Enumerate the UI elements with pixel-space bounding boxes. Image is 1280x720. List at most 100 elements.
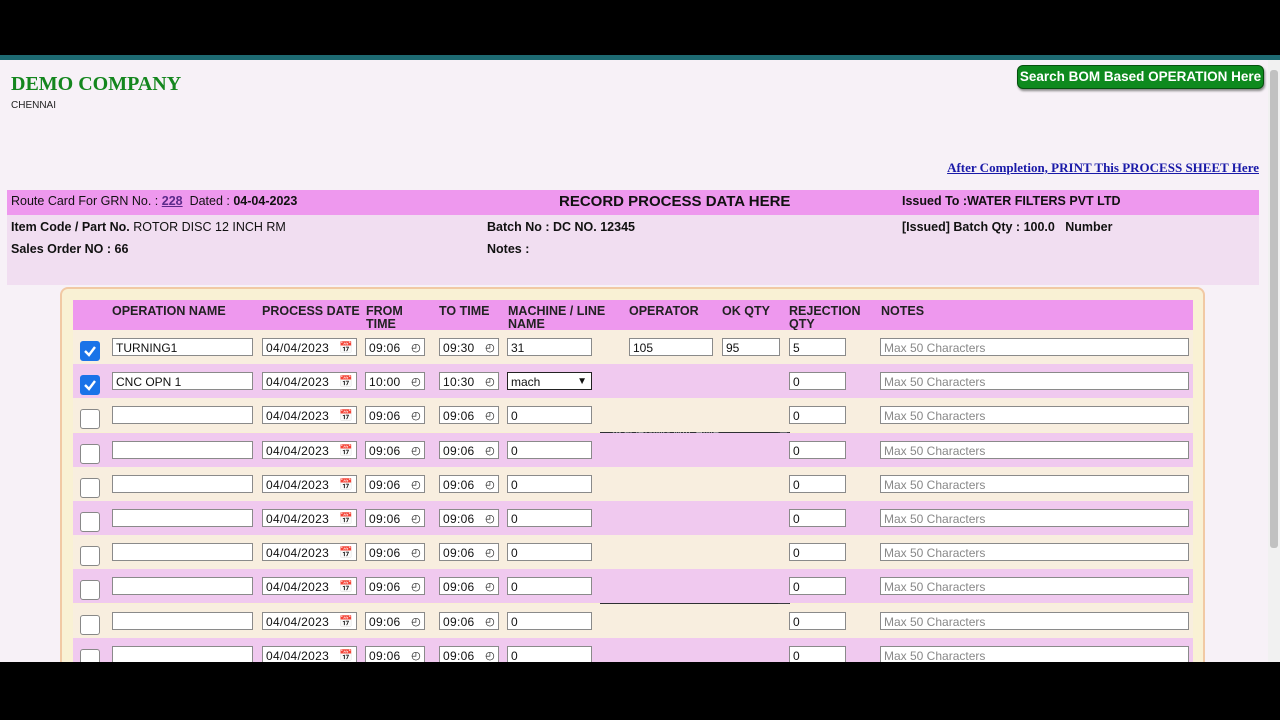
- notes-input[interactable]: Max 50 Characters: [880, 611, 1189, 630]
- row-checkbox[interactable]: [80, 546, 100, 567]
- from-time-input[interactable]: 09:06 ◴: [365, 338, 425, 356]
- to-time-input[interactable]: 09:30 ◴: [439, 338, 499, 356]
- notes-input[interactable]: Max 50 Characters: [880, 474, 1189, 493]
- to-time-input[interactable]: 09:06 ◴: [439, 611, 499, 630]
- date-input[interactable]: 04/04/2023 📅: [262, 372, 357, 391]
- from-time-input[interactable]: 09:06 ◴: [365, 611, 425, 630]
- notes-input[interactable]: Max 50 Characters: [880, 372, 1189, 391]
- rejection-input[interactable]: 0: [789, 440, 846, 459]
- operation-name-input[interactable]: [112, 440, 253, 459]
- notes-input[interactable]: Max 50 Characters: [880, 338, 1189, 356]
- date-input[interactable]: 04/04/2023 📅: [262, 645, 357, 662]
- operation-name-input[interactable]: [112, 543, 253, 562]
- machine-input[interactable]: mach ▼: [507, 372, 592, 391]
- row-checkbox[interactable]: [80, 614, 100, 635]
- date-input[interactable]: 04/04/2023 📅: [262, 338, 357, 356]
- operation-name-input[interactable]: [112, 406, 253, 425]
- to-time-input[interactable]: 09:06 ◴: [439, 406, 499, 425]
- from-time-input[interactable]: 09:06 ◴: [365, 645, 425, 662]
- to-time-input[interactable]: 09:06 ◴: [439, 577, 499, 596]
- to-time-input[interactable]: 09:06 ◴: [439, 543, 499, 562]
- rejection-input[interactable]: 0: [789, 474, 846, 493]
- notes-input[interactable]: Max 50 Characters: [880, 645, 1189, 662]
- operation-name-input[interactable]: [112, 645, 253, 662]
- machine-input[interactable]: 0: [507, 440, 592, 459]
- to-time-input[interactable]: 09:06 ◴: [439, 645, 499, 662]
- machine-input[interactable]: 0: [507, 645, 592, 662]
- row-checkbox[interactable]: [80, 477, 100, 498]
- rejection-input[interactable]: 0: [789, 543, 846, 562]
- rejection-input[interactable]: 0: [789, 577, 846, 596]
- date-input[interactable]: 04/04/2023 📅: [262, 509, 357, 527]
- row-checkbox[interactable]: [80, 375, 100, 396]
- input-value: 09:06: [443, 580, 475, 595]
- from-time-input[interactable]: 09:06 ◴: [365, 577, 425, 596]
- label: Batch No :: [487, 220, 550, 234]
- to-time-input[interactable]: 09:06 ◴: [439, 440, 499, 459]
- date-input[interactable]: 04/04/2023 📅: [262, 611, 357, 630]
- search-bom-button[interactable]: Search BOM Based OPERATION Here: [1017, 65, 1264, 89]
- date-input[interactable]: 04/04/2023 📅: [262, 440, 357, 459]
- rejection-input[interactable]: 0: [789, 611, 846, 630]
- input-value: Max 50 Characters: [884, 648, 986, 662]
- to-time-input[interactable]: 09:06 ◴: [439, 509, 499, 527]
- from-time-input[interactable]: 09:06 ◴: [365, 543, 425, 562]
- row-checkbox[interactable]: [80, 341, 100, 361]
- date-input[interactable]: 04/04/2023 📅: [262, 543, 357, 562]
- picker-icon: ◴: [485, 342, 495, 354]
- ok-qty-input[interactable]: 95: [722, 338, 780, 356]
- input-value: 10:00: [369, 375, 401, 390]
- print-link[interactable]: After Completion, PRINT This PROCESS SHE…: [947, 160, 1259, 175]
- from-time-input[interactable]: 09:06 ◴: [365, 406, 425, 425]
- from-time-input[interactable]: 09:06 ◴: [365, 440, 425, 459]
- notes-input[interactable]: Max 50 Characters: [880, 577, 1189, 596]
- machine-input[interactable]: 0: [507, 406, 592, 425]
- notes-input[interactable]: Max 50 Characters: [880, 440, 1189, 459]
- input-value: 09:06: [443, 477, 475, 492]
- operation-name-input[interactable]: [112, 611, 253, 630]
- rejection-input[interactable]: 0: [789, 645, 846, 662]
- notes-input[interactable]: Max 50 Characters: [880, 406, 1189, 425]
- input-value: 04/04/2023: [266, 648, 330, 662]
- input-value: 0: [793, 477, 800, 492]
- rejection-input[interactable]: 0: [789, 372, 846, 391]
- machine-input[interactable]: 0: [507, 474, 592, 493]
- input-value: 5: [793, 341, 800, 355]
- rejection-input[interactable]: 0: [789, 406, 846, 425]
- operation-name-input[interactable]: [112, 577, 253, 596]
- from-time-input[interactable]: 10:00 ◴: [365, 372, 425, 391]
- operation-name-input[interactable]: TURNING1: [112, 338, 253, 356]
- check-mark: [84, 346, 96, 357]
- operation-name-input[interactable]: CNC OPN 1: [112, 372, 253, 391]
- machine-input[interactable]: 0: [507, 543, 592, 562]
- input-value: Max 50 Characters: [884, 341, 986, 355]
- row-checkbox[interactable]: [80, 443, 100, 464]
- picker-icon: ◴: [411, 581, 421, 594]
- machine-input[interactable]: 0: [507, 577, 592, 596]
- row-checkbox[interactable]: [80, 648, 100, 662]
- machine-input[interactable]: 0: [507, 611, 592, 630]
- row-checkbox[interactable]: [80, 409, 100, 430]
- rejection-input[interactable]: 5: [789, 338, 846, 356]
- date-input[interactable]: 04/04/2023 📅: [262, 406, 357, 425]
- input-value: 09:06: [369, 341, 401, 355]
- row-checkbox[interactable]: [80, 512, 100, 532]
- to-time-input[interactable]: 09:06 ◴: [439, 474, 499, 493]
- machine-input[interactable]: 0: [507, 509, 592, 527]
- machine-input[interactable]: 31: [507, 338, 592, 356]
- input-value: 09:06: [369, 512, 401, 526]
- date-input[interactable]: 04/04/2023 📅: [262, 474, 357, 493]
- from-time-input[interactable]: 09:06 ◴: [365, 474, 425, 493]
- row-checkbox[interactable]: [80, 580, 100, 601]
- rejection-input[interactable]: 0: [789, 509, 846, 527]
- from-time-input[interactable]: 09:06 ◴: [365, 509, 425, 527]
- notes-input[interactable]: Max 50 Characters: [880, 543, 1189, 562]
- operation-name-input[interactable]: [112, 509, 253, 527]
- grn-link[interactable]: 228: [161, 194, 183, 208]
- date-input[interactable]: 04/04/2023 📅: [262, 577, 357, 596]
- notes-input[interactable]: Max 50 Characters: [880, 509, 1189, 527]
- input-value: Max 50 Characters: [884, 580, 986, 595]
- operator-input[interactable]: 105: [629, 338, 713, 356]
- to-time-input[interactable]: 10:30 ◴: [439, 372, 499, 391]
- operation-name-input[interactable]: [112, 474, 253, 493]
